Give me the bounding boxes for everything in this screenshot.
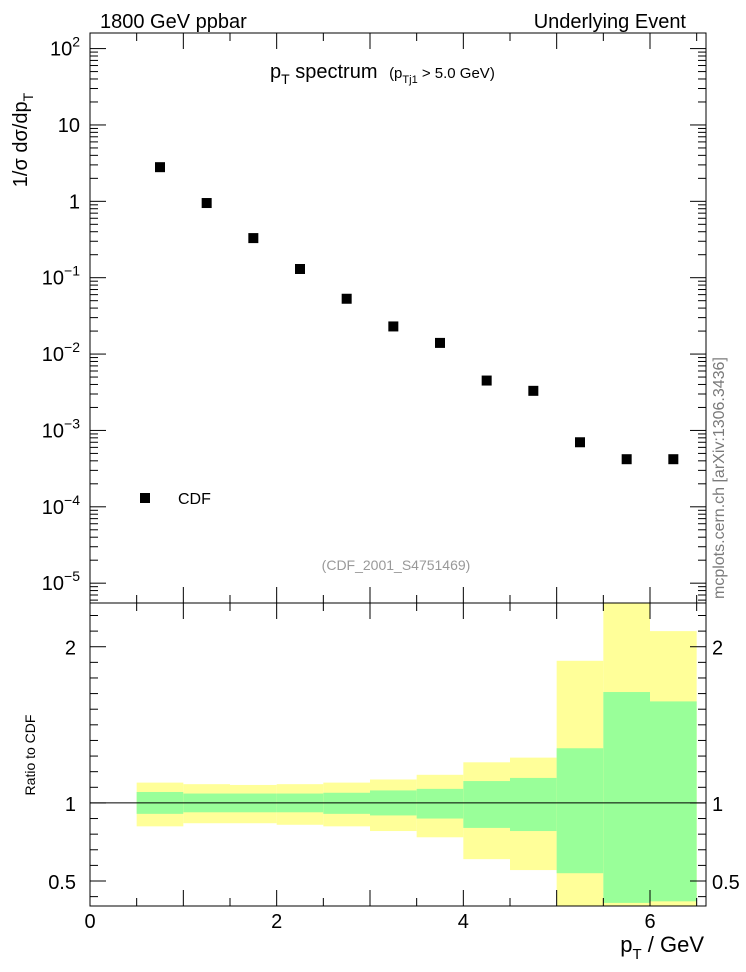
title-rest: spectrum bbox=[290, 61, 378, 83]
ratio-bands bbox=[136, 603, 697, 906]
plot-title: pT spectrum (pTj1 > 5.0 GeV) bbox=[270, 61, 495, 87]
x-tick-label: 0 bbox=[84, 911, 95, 933]
y-tick-base: 10 bbox=[42, 497, 64, 519]
y-tick-label: 10−3 bbox=[42, 415, 80, 442]
data-point bbox=[621, 454, 632, 465]
data-point bbox=[201, 198, 212, 209]
header-left: 1800 GeV ppbar bbox=[100, 11, 247, 33]
legend-marker bbox=[140, 493, 150, 503]
data-points bbox=[155, 162, 679, 465]
stat-uncertainty-band bbox=[510, 777, 557, 832]
main-x-ticks bbox=[89, 33, 698, 603]
xlabel-sub: T bbox=[632, 946, 641, 963]
y-tick-label: 10−2 bbox=[42, 339, 80, 366]
ratio-frame bbox=[89, 602, 707, 907]
y-tick-base: 10 bbox=[42, 268, 64, 290]
y-tick-label: 10−1 bbox=[42, 263, 80, 290]
title-base: p bbox=[270, 61, 281, 83]
y-tick-label: 10−5 bbox=[42, 568, 80, 595]
y-tick-base: 10 bbox=[50, 39, 72, 61]
y-tick-base: 10 bbox=[42, 344, 64, 366]
y-tick-label: 102 bbox=[50, 34, 80, 61]
title-cut-rest: > 5.0 GeV) bbox=[418, 65, 495, 82]
ratio-y-tick-label-left: 2 bbox=[65, 638, 76, 660]
data-point bbox=[528, 385, 539, 396]
analysis-annotation: (CDF_2001_S4751469) bbox=[322, 557, 471, 573]
y-tick-label: 1 bbox=[69, 191, 80, 213]
header-right: Underlying Event bbox=[534, 11, 687, 33]
y-tick-label: 10 bbox=[58, 115, 80, 137]
data-point bbox=[575, 437, 585, 448]
stat-uncertainty-band bbox=[463, 781, 510, 828]
y-tick-exp: 2 bbox=[72, 34, 80, 50]
title-cut-sub: Tj1 bbox=[402, 74, 417, 86]
stat-uncertainty-band bbox=[556, 748, 604, 874]
ratio-y-tick-label-left: 1 bbox=[65, 794, 76, 816]
x-tick-label: 6 bbox=[644, 911, 655, 933]
ratio-y-label: Ratio to CDF bbox=[22, 715, 38, 796]
data-point bbox=[481, 375, 492, 386]
title-sub: T bbox=[281, 71, 290, 87]
y-tick-base: 10 bbox=[42, 573, 64, 595]
ylabel-main: 1/σ dσ/dp bbox=[10, 101, 32, 187]
side-label: mcplots.cern.ch [arXiv:1306.3436] bbox=[711, 357, 728, 599]
data-point bbox=[341, 293, 352, 304]
x-tick-label: 4 bbox=[458, 911, 469, 933]
y-tick-exp: −3 bbox=[64, 415, 80, 431]
y-tick-label: 10−4 bbox=[42, 492, 80, 519]
data-point bbox=[248, 233, 259, 244]
xlabel-rest: / GeV bbox=[642, 932, 705, 957]
data-point bbox=[388, 321, 399, 332]
ratio-y-tick-label-right: 0.5 bbox=[712, 872, 740, 894]
data-point bbox=[155, 162, 165, 173]
stat-uncertainty-band bbox=[650, 701, 697, 902]
data-point bbox=[435, 337, 445, 348]
stat-uncertainty-band bbox=[416, 788, 464, 819]
main-y-label: 1/σ dσ/dpT bbox=[10, 92, 36, 187]
data-point bbox=[668, 454, 679, 465]
y-tick-exp: −4 bbox=[64, 492, 80, 508]
legend-label: CDF bbox=[178, 491, 211, 508]
title-cut-open: (p bbox=[389, 65, 402, 82]
stat-uncertainty-band bbox=[603, 692, 650, 903]
ratio-y-tick-label-right: 1 bbox=[712, 794, 723, 816]
ratio-y-tick-label-right: 2 bbox=[712, 638, 723, 660]
ratio-y-tick-label-left: 0.5 bbox=[48, 872, 76, 894]
ylabel-sub: T bbox=[20, 92, 36, 101]
xlabel-main: p bbox=[620, 932, 632, 957]
ratio-axes: 0.5 0.5 1 1 2 2 0 2 4 6 bbox=[48, 603, 740, 933]
y-tick-exp: −2 bbox=[64, 339, 80, 355]
y-tick-base: 10 bbox=[42, 420, 64, 442]
data-point bbox=[295, 263, 305, 274]
y-tick-exp: −5 bbox=[64, 568, 80, 584]
x-tick-label: 2 bbox=[271, 911, 282, 933]
x-axis-label: pT / GeV bbox=[620, 932, 704, 963]
y-tick-exp: −1 bbox=[64, 263, 80, 279]
